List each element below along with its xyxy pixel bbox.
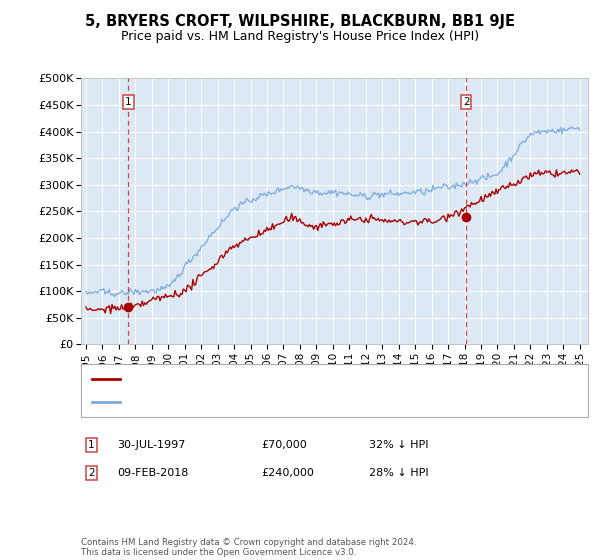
Text: 2: 2 <box>88 468 95 478</box>
Text: 30-JUL-1997: 30-JUL-1997 <box>117 440 185 450</box>
Text: 32% ↓ HPI: 32% ↓ HPI <box>369 440 428 450</box>
Text: 28% ↓ HPI: 28% ↓ HPI <box>369 468 428 478</box>
Text: £70,000: £70,000 <box>261 440 307 450</box>
Text: Price paid vs. HM Land Registry's House Price Index (HPI): Price paid vs. HM Land Registry's House … <box>121 30 479 44</box>
Text: 09-FEB-2018: 09-FEB-2018 <box>117 468 188 478</box>
Text: £240,000: £240,000 <box>261 468 314 478</box>
Text: 1: 1 <box>88 440 95 450</box>
Text: 5, BRYERS CROFT, WILPSHIRE, BLACKBURN, BB1 9JE (detached house): 5, BRYERS CROFT, WILPSHIRE, BLACKBURN, B… <box>124 374 475 384</box>
Text: 2: 2 <box>463 97 470 108</box>
Text: 5, BRYERS CROFT, WILPSHIRE, BLACKBURN, BB1 9JE: 5, BRYERS CROFT, WILPSHIRE, BLACKBURN, B… <box>85 14 515 29</box>
Text: Contains HM Land Registry data © Crown copyright and database right 2024.
This d: Contains HM Land Registry data © Crown c… <box>81 538 416 557</box>
Text: 1: 1 <box>125 97 132 108</box>
Text: HPI: Average price, detached house, Ribble Valley: HPI: Average price, detached house, Ribb… <box>124 397 373 407</box>
